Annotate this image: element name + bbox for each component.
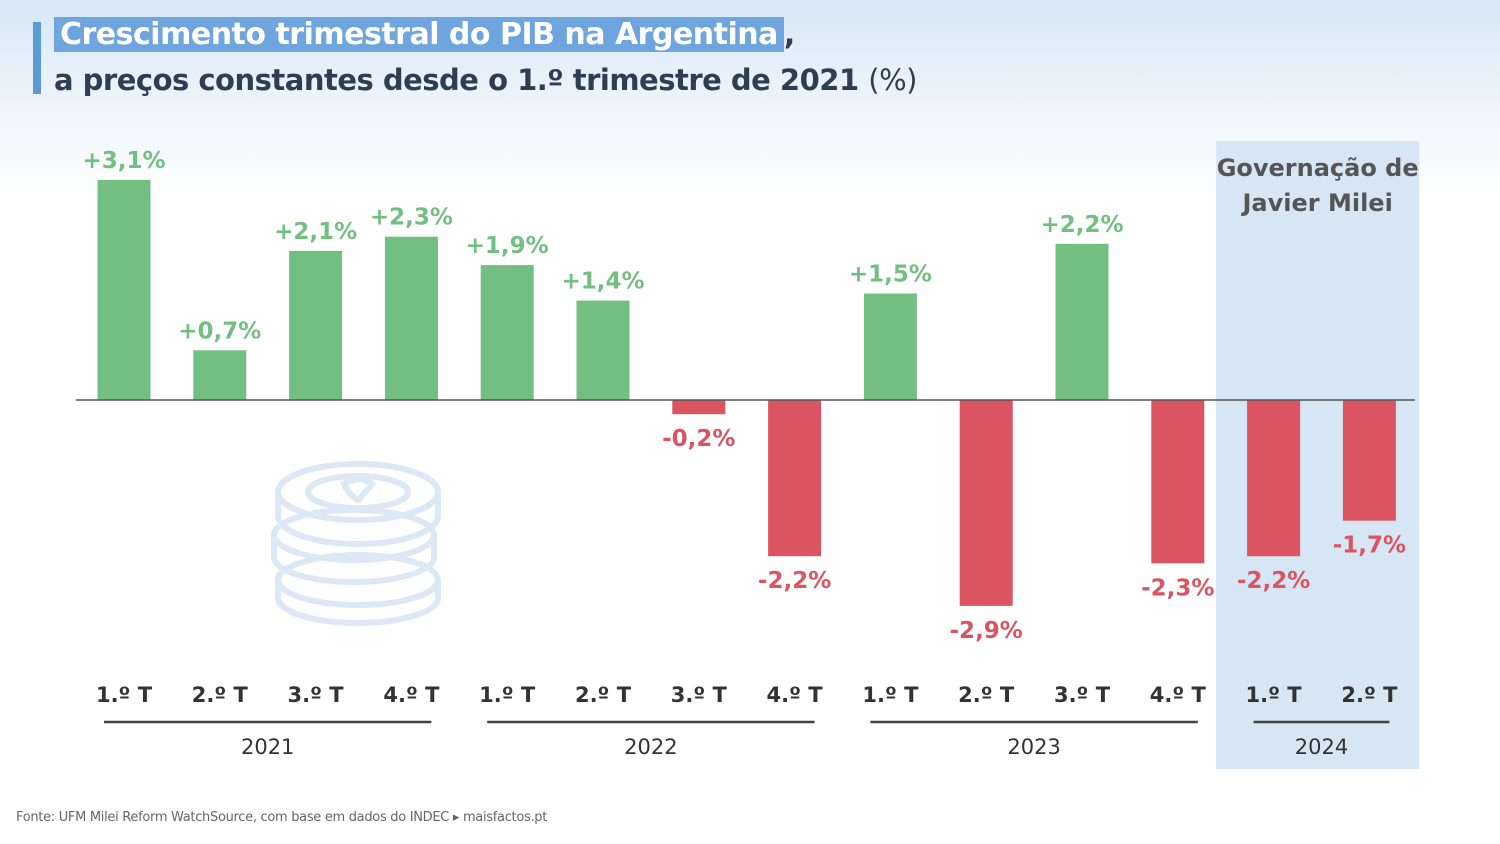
x-tick-label-13: 2.º T	[1341, 683, 1398, 707]
bar-13	[1342, 400, 1396, 521]
bar-1	[193, 350, 247, 400]
x-tick-label-1: 2.º T	[192, 683, 249, 707]
x-tick-label-3: 4.º T	[383, 683, 440, 707]
year-label-0: 2021	[241, 735, 294, 759]
x-tick-label-11: 4.º T	[1150, 683, 1207, 707]
year-label-1: 2022	[624, 735, 677, 759]
x-tick-label-8: 1.º T	[862, 683, 919, 707]
x-tick-label-9: 2.º T	[958, 683, 1015, 707]
data-label-8: +1,5%	[849, 262, 932, 288]
year-label-3: 2024	[1295, 735, 1348, 759]
data-label-6: -0,2%	[662, 426, 735, 452]
data-label-1: +0,7%	[178, 318, 261, 344]
x-tick-label-2: 3.º T	[288, 683, 345, 707]
value-labels-group: +3,1% +0,7% +2,1% +2,3% +1,9% +1,4% -0,2% -2,2%…	[82, 148, 1406, 644]
data-label-0: +3,1%	[82, 148, 165, 174]
data-label-3: +2,3%	[370, 205, 453, 231]
data-label-2: +2,1%	[274, 219, 357, 245]
x-tick-label-0: 1.º T	[96, 683, 153, 707]
bar-11	[1151, 400, 1205, 564]
data-label-12: -2,2%	[1237, 568, 1310, 594]
bars-group	[97, 179, 1396, 606]
data-label-10: +2,2%	[1040, 212, 1123, 238]
bar-0	[97, 179, 151, 400]
bar-12	[1247, 400, 1301, 557]
chart-subtitle: a preços constantes desde o 1.º trimestr…	[54, 58, 917, 102]
bar-4	[480, 265, 534, 400]
chart-unit: (%)	[868, 63, 917, 97]
year-label-2: 2023	[1007, 735, 1060, 759]
x-tick-label-4: 1.º T	[479, 683, 536, 707]
chart-title-highlight: Crescimento trimestral do PIB na Argenti…	[54, 17, 784, 52]
bar-5	[576, 300, 630, 400]
data-label-13: -1,7%	[1333, 533, 1406, 559]
chart-subtitle-text: a preços constantes desde o 1.º trimestr…	[54, 63, 859, 97]
x-tick-label-6: 3.º T	[671, 683, 728, 707]
year-groups: 2021 2022 2023 2024	[104, 720, 1390, 759]
x-tick-label-10: 3.º T	[1054, 683, 1111, 707]
data-label-4: +1,9%	[466, 233, 549, 259]
title-comma: ,	[783, 17, 795, 52]
bar-10	[1055, 243, 1109, 400]
data-label-9: -2,9%	[950, 618, 1023, 644]
bar-7	[768, 400, 822, 557]
x-tick-label-12: 1.º T	[1246, 683, 1303, 707]
x-tick-label-5: 2.º T	[575, 683, 632, 707]
data-label-11: -2,3%	[1141, 575, 1214, 601]
bar-6	[672, 400, 726, 415]
bar-2	[289, 250, 343, 400]
data-label-7: -2,2%	[758, 568, 831, 594]
milei-highlight-label: Governação de Javier Milei	[1217, 154, 1419, 217]
chart-title: Crescimento trimestral do PIB na Argenti…	[54, 12, 795, 58]
source-note: Fonte: UFM Milei Reform WatchSource, com…	[16, 810, 548, 825]
bar-9	[959, 400, 1013, 606]
x-tick-labels-group: 1.º T 2.º T 3.º T 4.º T 1.º T 2.º T 3.º T 4.º T…	[96, 683, 1398, 707]
title-accent-bar	[33, 22, 41, 94]
data-label-5: +1,4%	[561, 269, 644, 295]
coin-stack-icon	[271, 461, 441, 626]
x-tick-label-7: 4.º T	[767, 683, 824, 707]
bar-8	[863, 293, 917, 400]
bar-3	[384, 236, 438, 400]
